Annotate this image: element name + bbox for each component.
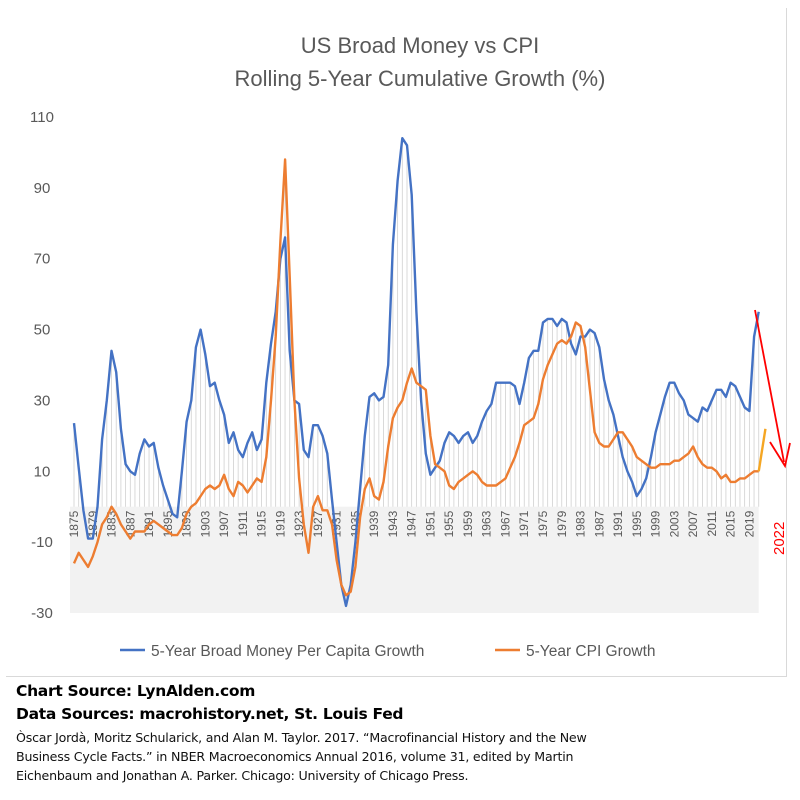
x-tick-label: 1895: [161, 510, 175, 537]
x-tick-label: 1903: [198, 510, 212, 537]
y-tick-label: -10: [31, 534, 53, 551]
chart-subtitle: Rolling 5-Year Cumulative Growth (%): [235, 66, 606, 91]
annotations: 2022: [754, 309, 791, 555]
x-tick-label: 1987: [592, 510, 606, 537]
x-tick-label: 1983: [574, 510, 588, 537]
x-tick-label: 1943: [386, 510, 400, 537]
red-arrow-head-icon: [769, 441, 791, 469]
red-arrow-shaft: [754, 309, 785, 463]
negative-region-shade: [70, 506, 759, 613]
data-sources: Data Sources: macrohistory.net, St. Loui…: [16, 705, 404, 723]
x-tick-label: 1907: [217, 510, 231, 537]
x-tick-label: 2015: [724, 510, 738, 537]
x-tick-label: 1951: [423, 510, 437, 537]
x-tick-label: 1899: [180, 510, 194, 537]
x-tick-label: 1975: [536, 510, 550, 537]
citation: Òscar Jordà, Moritz Schularick, and Alan…: [16, 730, 587, 783]
chart-source: Chart Source: LynAlden.com: [16, 682, 256, 700]
plot-background: [70, 506, 759, 613]
y-tick-label: 90: [34, 180, 51, 197]
cpi-line: [72, 158, 759, 597]
y-tick-label: 30: [34, 392, 51, 409]
x-tick-label: 1979: [555, 510, 569, 537]
x-tick-label: 2019: [742, 510, 756, 537]
chart-title: US Broad Money vs CPI: [301, 33, 539, 58]
y-tick-label: -30: [31, 605, 53, 622]
x-tick-label: 1995: [630, 510, 644, 537]
broad-money-line: [72, 136, 760, 608]
x-tick-label: 1887: [123, 510, 137, 537]
year-2022-label: 2022: [771, 522, 788, 555]
y-tick-label: 70: [34, 251, 51, 268]
x-tick-label: 2007: [686, 510, 700, 537]
x-tick-label: 1999: [649, 510, 663, 537]
y-tick-label: 10: [34, 463, 51, 480]
chart-frame: [6, 8, 787, 677]
y-tick-label: 110: [30, 109, 54, 126]
x-tick-label: 1967: [498, 510, 512, 537]
legend: 5-Year Broad Money Per Capita Growth 5-Ye…: [120, 643, 656, 660]
x-tick-label: 1971: [517, 510, 531, 537]
x-tick-label: 1955: [442, 510, 456, 537]
x-tick-label: 1991: [611, 510, 625, 537]
cpi-2022-projection-line: [757, 428, 767, 472]
x-tick-label: 1963: [480, 510, 494, 537]
series-lines: [72, 136, 760, 608]
x-tick-label: 1911: [236, 510, 250, 536]
legend-label: 5-Year Broad Money Per Capita Growth: [151, 643, 424, 660]
x-tick-label: 1939: [367, 510, 381, 537]
drop-lines: [73, 138, 760, 507]
x-tick-label: 1959: [461, 510, 475, 537]
y-axis: 110 90 70 50 30 10 -10 -30: [30, 109, 54, 622]
x-tick-label: 1875: [67, 510, 81, 537]
y-tick-label: 50: [34, 322, 51, 339]
x-tick-label: 1947: [405, 510, 419, 537]
x-tick-label: 2003: [667, 510, 681, 537]
x-tick-label: 1915: [255, 510, 269, 537]
x-tick-label: 1927: [311, 510, 325, 537]
x-tick-label: 2011: [705, 510, 719, 536]
x-tick-label: 1919: [273, 510, 287, 537]
legend-label: 5-Year CPI Growth: [526, 643, 656, 660]
chart: US Broad Money vs CPI Rolling 5-Year Cum…: [30, 33, 791, 660]
